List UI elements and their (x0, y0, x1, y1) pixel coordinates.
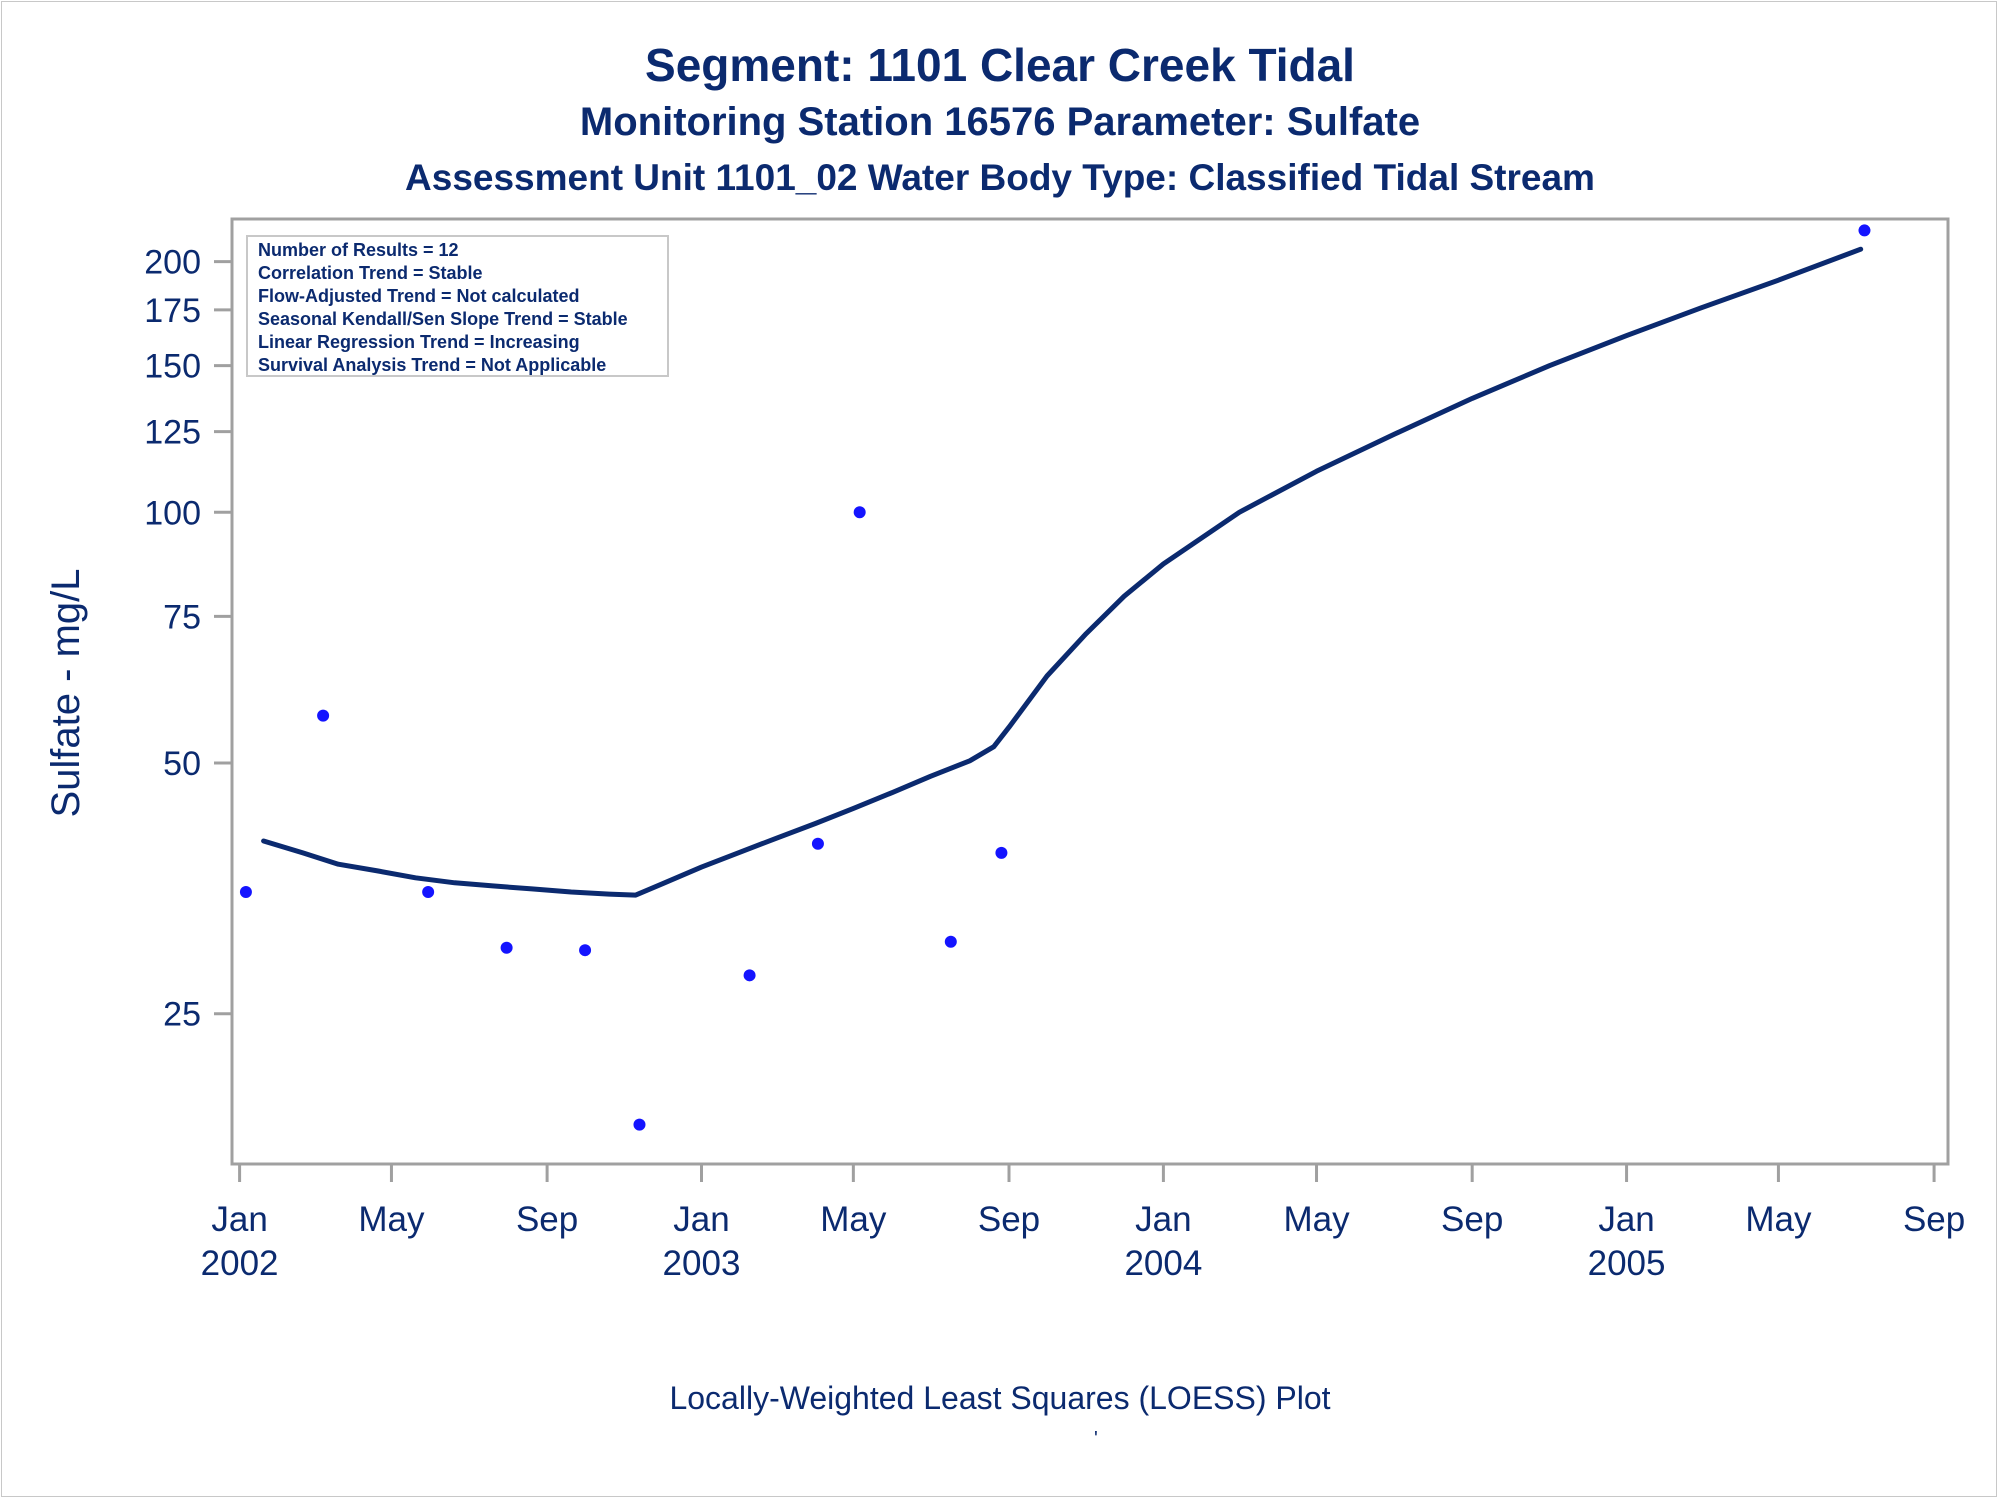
x-tick-label: May (1283, 1200, 1350, 1239)
x-tick-label: Jan (1135, 1200, 1191, 1239)
data-point (500, 941, 513, 954)
y-tick-label: 150 (144, 348, 201, 386)
x-tick-label: Sep (978, 1200, 1040, 1239)
stats-line: Correlation Trend = Stable (258, 263, 483, 283)
y-tick-label: 75 (163, 598, 201, 636)
x-tick-label: Jan (673, 1200, 729, 1239)
data-point (743, 969, 756, 982)
data-point (995, 846, 1008, 859)
x-axis: Jan 2002 May Sep Jan 2003 May Sep Jan 2004 May Sep J… (201, 1164, 1965, 1283)
y-tick-label: 25 (163, 996, 201, 1034)
data-points (239, 224, 1871, 1131)
footnote: Locally-Weighted Least Squares (LOESS) P… (669, 1380, 1331, 1416)
y-tick-label: 100 (144, 494, 201, 532)
plot-area (230, 217, 1950, 1166)
data-point (422, 886, 435, 899)
y-tick-label: 50 (163, 745, 201, 783)
y-axis: 25 50 75 100 125 150 175 200 (144, 244, 232, 1034)
x-tick-year: 2002 (201, 1244, 279, 1283)
x-tick-label: May (358, 1200, 425, 1239)
x-tick-year: 2005 (1588, 1244, 1666, 1283)
x-tick-label: Jan (1598, 1200, 1654, 1239)
y-tick-label: 175 (144, 292, 201, 330)
data-point (317, 709, 330, 722)
x-tick-label: May (820, 1200, 887, 1239)
y-tick-label: 125 (144, 414, 201, 452)
stats-box: Number of Results = 12 Correlation Trend … (246, 235, 669, 377)
data-point (579, 944, 592, 957)
x-tick-label: Jan (211, 1200, 267, 1239)
loess-line (261, 246, 1864, 898)
x-tick-label: Sep (516, 1200, 578, 1239)
x-tick-year: 2004 (1124, 1244, 1202, 1283)
chart-title: Segment: 1101 Clear Creek Tidal (645, 39, 1355, 91)
data-point (239, 886, 252, 899)
stats-line: Flow-Adjusted Trend = Not calculated (258, 286, 580, 306)
stats-line: Seasonal Kendall/Sen Slope Trend = Stabl… (258, 309, 628, 329)
chart-subtitle: Monitoring Station 16576 Parameter: Sulf… (579, 100, 1421, 144)
stats-box-border (246, 235, 669, 377)
stats-line: Survival Analysis Trend = Not Applicable (258, 355, 606, 375)
y-tick-label: 200 (144, 244, 201, 282)
data-point (944, 935, 957, 948)
y-axis-label: Sulfate - mg/L (44, 568, 88, 817)
x-tick-label: Sep (1903, 1200, 1965, 1239)
x-tick-year: 2003 (663, 1244, 741, 1283)
stats-line: Linear Regression Trend = Increasing (258, 332, 580, 352)
data-point (1858, 224, 1871, 237)
footnote-mark: ' (1094, 1428, 1098, 1450)
x-tick-label: May (1745, 1200, 1812, 1239)
chart-subtitle-2: Assessment Unit 1101_02 Water Body Type:… (405, 157, 1595, 198)
data-point (853, 506, 866, 519)
x-tick-label: Sep (1441, 1200, 1503, 1239)
data-point (811, 837, 824, 850)
data-point (633, 1118, 646, 1131)
stats-line: Number of Results = 12 (258, 240, 459, 260)
